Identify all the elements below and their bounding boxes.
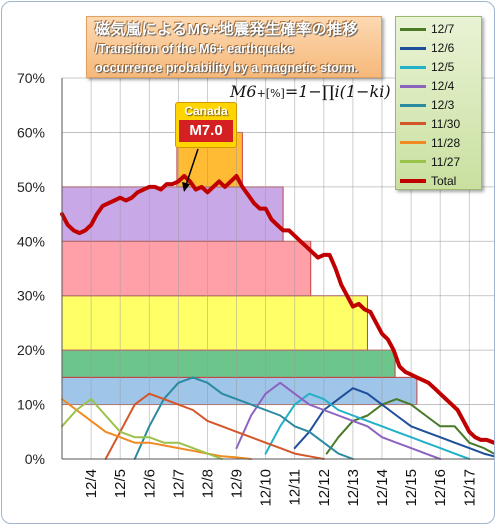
series-line-11-28	[61, 398, 253, 460]
probability-formula: M6+[%]=1−∏i(1−ki)	[230, 82, 391, 101]
y-tick-label: 60%	[17, 124, 45, 140]
legend-item: 12/5	[396, 58, 481, 77]
legend-swatch	[400, 27, 426, 31]
series-line-11-30	[104, 392, 325, 460]
series-line-total	[60, 174, 494, 445]
x-tick-label: 12/7	[170, 469, 187, 498]
legend-label: 11/30	[431, 116, 461, 131]
x-tick-label: 12/13	[345, 469, 362, 507]
y-tick-label: 40%	[17, 233, 45, 249]
formula-rhs: =1−∏i(1−ki)	[284, 82, 391, 101]
legend-swatch	[400, 103, 426, 107]
callout-magnitude: M7.0	[179, 120, 233, 142]
y-tick-label: 20%	[17, 342, 45, 358]
legend-item: 11/27	[396, 152, 481, 171]
legend-label: 12/6	[431, 41, 455, 56]
x-tick-label: 12/11	[287, 469, 304, 505]
legend-label: 12/4	[431, 79, 455, 94]
legend-swatch	[400, 160, 426, 164]
legend-item: 12/7	[396, 20, 481, 39]
y-tick-label: 10%	[17, 397, 45, 413]
legend-swatch	[400, 178, 426, 183]
series-line-12-3	[133, 376, 354, 460]
formula-subscript: +[%]	[256, 87, 285, 100]
callout-region: Canada	[184, 104, 228, 118]
callout-arrowhead	[182, 182, 190, 192]
y-tick-label: 30%	[17, 288, 45, 304]
earthquake-callout: Canada M7.0	[175, 102, 237, 148]
legend-item: Total	[396, 171, 481, 190]
chart-title-en-line2: occurrence probability by a magnetic sto…	[95, 61, 359, 75]
series-line-12-6	[293, 387, 494, 458]
y-tick-label: 50%	[17, 179, 45, 195]
chart-legend: 12/7 12/6 12/5 12/4 12/3 11/30 11/28 11/27 Total	[395, 16, 482, 190]
x-tick-label: 12/8	[199, 469, 216, 498]
chart-title-jp: 磁気嵐によるM6+地震発生確率の推移	[95, 21, 359, 38]
series-line-11-27	[61, 398, 223, 460]
probability-band-3	[61, 240, 312, 297]
y-tick-label: 70%	[17, 70, 45, 86]
x-tick-label: 12/6	[141, 469, 158, 498]
formula-lhs: M6	[230, 82, 257, 101]
series-line-12-5	[264, 392, 471, 460]
x-tick-label: 12/15	[403, 469, 420, 507]
y-tick-label: 0%	[25, 451, 45, 467]
chart-title-en-line1: /Transition of the M6+ earthquake	[95, 42, 294, 56]
legend-label: 12/5	[431, 60, 455, 75]
x-tick-label: 12/16	[432, 469, 449, 507]
probability-band-2	[61, 295, 368, 351]
callout-arrow	[185, 148, 199, 186]
legend-swatch	[400, 122, 426, 126]
legend-swatch	[400, 84, 426, 88]
x-tick-label: 12/17	[461, 469, 478, 507]
legend-label: 11/28	[431, 135, 461, 150]
x-tick-label: 12/12	[316, 469, 333, 507]
x-tick-label: 12/4	[83, 469, 100, 498]
x-tick-label: 12/5	[112, 469, 129, 498]
legend-label: 11/27	[431, 154, 461, 169]
x-tick-label: 12/9	[229, 469, 246, 498]
legend-item: 11/30	[396, 114, 481, 133]
legend-swatch	[400, 46, 426, 50]
legend-label: 12/7	[431, 22, 455, 37]
legend-swatch	[400, 141, 426, 145]
legend-label: 12/3	[431, 98, 455, 112]
legend-label: Total	[431, 173, 457, 188]
legend-item: 12/3	[396, 96, 481, 115]
legend-item: 12/4	[396, 77, 481, 96]
x-tick-label: 12/14	[374, 469, 391, 507]
legend-item: 11/28	[396, 133, 481, 152]
probability-band-1	[61, 349, 396, 378]
chart-title-box: 磁気嵐によるM6+地震発生確率の推移 /Transition of the M6…	[86, 16, 382, 78]
series-line-12-4	[235, 381, 442, 460]
legend-item: 12/6	[396, 39, 481, 58]
x-tick-label: 12/10	[258, 469, 275, 507]
legend-swatch	[400, 65, 426, 69]
